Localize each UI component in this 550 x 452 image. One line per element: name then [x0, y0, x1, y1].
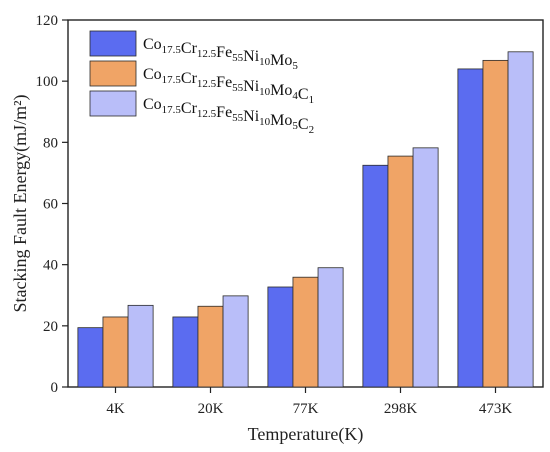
y-tick-label: 80	[43, 135, 58, 151]
y-axis-label: Stacking Fault Energy(mJ/m²)	[10, 94, 31, 312]
x-tick-label: 20K	[198, 401, 224, 417]
bar-4K-series-3	[127, 304, 154, 388]
bars-layer	[77, 51, 534, 388]
legend-swatch-series-3	[89, 90, 137, 117]
bar-298K-series-2	[387, 155, 414, 388]
y-tick-label: 40	[43, 258, 58, 274]
y-tick-label: 120	[36, 13, 59, 29]
bar-473K-series-3	[507, 51, 534, 388]
bar-77K-series-3	[317, 267, 344, 388]
bar-473K-series-2	[482, 59, 509, 388]
legend-label-series-1: Co17.5Cr12.5Fe55Ni10Mo5	[143, 36, 298, 72]
bar-20K-series-3	[222, 295, 249, 388]
bar-20K-series-1	[172, 316, 199, 388]
x-tick-label: 298K	[384, 401, 418, 417]
legend-label-series-2: Co17.5Cr12.5Fe55Ni10Mo4C1	[143, 66, 314, 106]
bar-4K-series-1	[77, 327, 104, 388]
legend: Co17.5Cr12.5Fe55Ni10Mo5Co17.5Cr12.5Fe55N…	[89, 30, 314, 136]
legend-label-series-3: Co17.5Cr12.5Fe55Ni10Mo5C2	[143, 96, 314, 136]
y-tick-label: 0	[51, 380, 59, 396]
y-tick-label: 100	[36, 74, 59, 90]
legend-swatch-series-1	[89, 30, 137, 57]
x-tick-label: 473K	[479, 401, 513, 417]
x-tick-label: 4K	[106, 401, 125, 417]
x-tick-label: 77K	[293, 401, 319, 417]
bar-4K-series-2	[102, 316, 129, 388]
y-tick-label: 20	[43, 319, 58, 335]
legend-swatch-series-2	[89, 60, 137, 87]
bar-473K-series-1	[457, 68, 484, 388]
bar-77K-series-1	[267, 286, 294, 388]
bar-20K-series-2	[197, 305, 224, 388]
y-tick-label: 60	[43, 197, 58, 213]
x-axis-label: Temperature(K)	[248, 424, 364, 445]
axis-layer: 0 20 40 60 80 100 120 4K 20K 77K 298K 473K	[36, 13, 513, 417]
bar-77K-series-2	[292, 276, 319, 388]
bar-298K-series-1	[362, 164, 389, 388]
bar-298K-series-3	[412, 147, 439, 388]
